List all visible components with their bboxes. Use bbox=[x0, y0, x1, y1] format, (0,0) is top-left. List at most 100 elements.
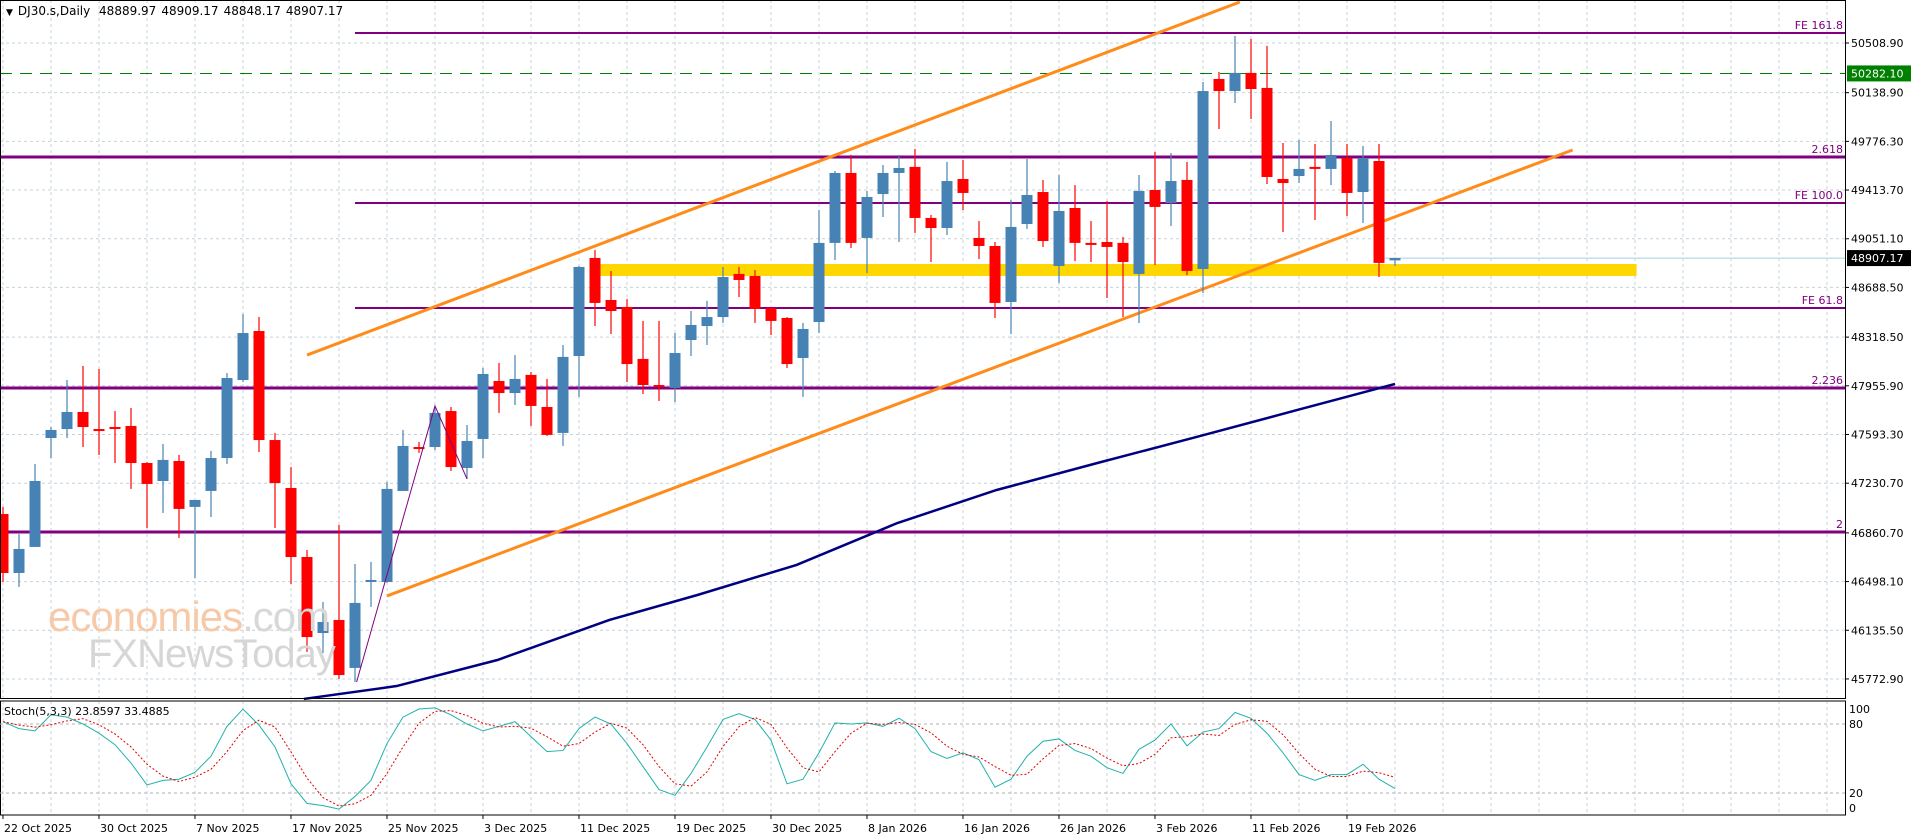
candle bbox=[957, 159, 969, 211]
candle-body-bearish bbox=[413, 447, 425, 450]
dropdown-triangle-icon[interactable]: ▼ bbox=[6, 8, 13, 18]
candle bbox=[1069, 185, 1081, 262]
candle-body-bearish bbox=[1085, 242, 1097, 245]
candle-body-bearish bbox=[765, 308, 777, 321]
candle bbox=[77, 365, 89, 448]
candle-body-bearish bbox=[445, 411, 457, 468]
candle bbox=[333, 525, 345, 679]
candle-body-bullish bbox=[1165, 181, 1177, 204]
candle-body-bullish bbox=[1357, 157, 1369, 193]
candle bbox=[1357, 145, 1369, 224]
candle-body-bullish bbox=[941, 181, 953, 229]
candle bbox=[701, 300, 713, 345]
fibonacci-level-label: FE 100.0 bbox=[1795, 189, 1843, 202]
candle-body-bullish bbox=[205, 458, 217, 491]
candle-body-bullish bbox=[317, 621, 329, 634]
candle bbox=[1373, 143, 1385, 278]
candle bbox=[45, 427, 57, 459]
marker-price-label: 50282.10 bbox=[1851, 67, 1904, 80]
candle bbox=[1229, 35, 1241, 103]
candle-body-bullish bbox=[1389, 258, 1401, 261]
candle bbox=[1149, 152, 1161, 265]
date-tick-label: 8 Jan 2026 bbox=[868, 822, 927, 835]
date-tick-label: 11 Feb 2026 bbox=[1252, 822, 1320, 835]
fibonacci-level-label: FE 61.8 bbox=[1802, 294, 1843, 307]
candle bbox=[445, 407, 457, 471]
price-tick-label: 48318.50 bbox=[1851, 331, 1904, 344]
candle bbox=[509, 355, 521, 405]
candle bbox=[637, 320, 649, 394]
candle bbox=[717, 266, 729, 323]
candle bbox=[173, 454, 185, 538]
candle-body-bullish bbox=[1325, 154, 1337, 169]
candle-body-bearish bbox=[909, 166, 921, 218]
candle bbox=[189, 499, 201, 578]
candle bbox=[1293, 139, 1305, 184]
stochastic-tick-label: 80 bbox=[1849, 718, 1863, 731]
candle-body-bearish bbox=[605, 299, 617, 311]
candle bbox=[1389, 257, 1401, 266]
candle-body-bearish bbox=[845, 172, 857, 243]
candle-body-bearish bbox=[333, 619, 345, 676]
candle-body-bearish bbox=[957, 178, 969, 193]
candle-body-bullish bbox=[877, 172, 889, 195]
candle-body-bearish bbox=[1261, 87, 1273, 177]
candle bbox=[893, 154, 905, 242]
candle bbox=[1085, 221, 1097, 262]
candle bbox=[525, 371, 537, 426]
candle-body-bullish bbox=[861, 196, 873, 238]
candle-body-bullish bbox=[893, 167, 905, 173]
price-tick-label: 47955.90 bbox=[1851, 380, 1904, 393]
price-tick-label: 49051.10 bbox=[1851, 233, 1904, 246]
symbol-timeframe: DJ30.s,Daily bbox=[17, 4, 91, 18]
marker-price-box bbox=[1847, 65, 1911, 82]
candle bbox=[477, 367, 489, 459]
last-price-label: 48907.17 bbox=[1851, 252, 1904, 265]
candle bbox=[1005, 199, 1017, 334]
candle-body-bullish bbox=[221, 378, 233, 459]
candle bbox=[1133, 174, 1145, 323]
date-tick-label: 30 Oct 2025 bbox=[100, 822, 168, 835]
candle-body-bearish bbox=[1101, 241, 1113, 247]
candle bbox=[13, 534, 25, 587]
candle-body-bullish bbox=[61, 411, 73, 430]
candle-body-bullish bbox=[717, 277, 729, 318]
candle-body-bearish bbox=[1277, 178, 1289, 184]
price-tick-label: 47593.30 bbox=[1851, 428, 1904, 441]
candle-body-bullish bbox=[429, 412, 441, 448]
candle-body-bullish bbox=[1021, 194, 1033, 224]
candle bbox=[861, 190, 873, 273]
candle bbox=[0, 506, 9, 582]
candle bbox=[909, 148, 921, 233]
candle-body-bearish bbox=[1373, 161, 1385, 263]
candle-body-bearish bbox=[1149, 190, 1161, 207]
candle bbox=[461, 425, 473, 479]
stochastic-tick-label: 0 bbox=[1849, 802, 1856, 815]
candle bbox=[765, 306, 777, 336]
candle-body-bearish bbox=[1181, 179, 1193, 271]
price-tick-label: 47230.70 bbox=[1851, 477, 1904, 490]
candle bbox=[317, 601, 329, 654]
candle bbox=[605, 270, 617, 334]
candle-body-bearish bbox=[973, 237, 985, 247]
candle bbox=[253, 317, 265, 452]
candle-body-bullish bbox=[237, 333, 249, 381]
candle-body-bearish bbox=[1309, 166, 1321, 169]
candle bbox=[1341, 143, 1353, 216]
candle bbox=[61, 380, 73, 439]
support-zone bbox=[599, 263, 1637, 276]
candle bbox=[749, 270, 761, 323]
date-tick-label: 3 Dec 2025 bbox=[484, 822, 547, 835]
price-tick-label: 50508.90 bbox=[1851, 37, 1904, 50]
candle-body-bearish bbox=[125, 425, 137, 464]
ohlc-low: 48848.17 bbox=[223, 4, 281, 18]
candle bbox=[365, 561, 377, 607]
price-tick-label: 45772.90 bbox=[1851, 673, 1904, 686]
candle bbox=[989, 241, 1001, 318]
candle bbox=[1037, 179, 1049, 247]
candle bbox=[1309, 143, 1321, 220]
candle-body-bearish bbox=[0, 514, 9, 573]
candle bbox=[93, 369, 105, 455]
candle bbox=[1053, 174, 1065, 283]
